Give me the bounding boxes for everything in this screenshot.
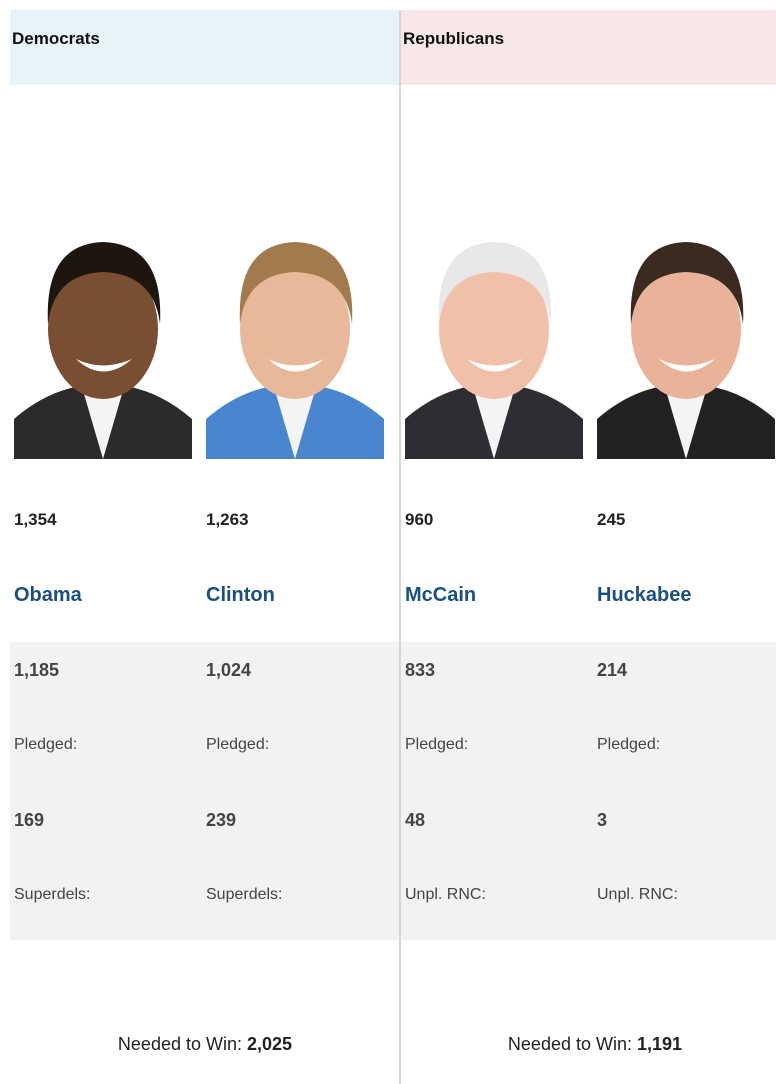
needed-to-win: Needed to Win: 2,025 — [10, 1034, 400, 1055]
pledged-label: Pledged: — [206, 736, 269, 754]
delegate-total: 960 — [405, 510, 433, 530]
other-value: 239 — [206, 810, 236, 831]
other-label: Unpl. RNC: — [405, 886, 486, 904]
pledged-label: Pledged: — [405, 736, 468, 754]
pledged-value: 214 — [597, 660, 627, 681]
party-header: Republicans — [401, 10, 776, 85]
candidate-photo — [14, 234, 192, 459]
candidate-name: McCain — [405, 584, 476, 607]
page: {"parties": [ {"name": "Democrats", "nee… — [0, 0, 776, 1084]
candidate-name: Clinton — [206, 584, 275, 607]
candidate-name: Obama — [14, 584, 82, 607]
delegate-total: 245 — [597, 510, 625, 530]
other-value: 3 — [597, 810, 607, 831]
pledged-label: Pledged: — [597, 736, 660, 754]
pledged-label: Pledged: — [14, 736, 77, 754]
candidate-name: Huckabee — [597, 584, 692, 607]
needed-label: Needed to Win: — [508, 1034, 632, 1054]
other-label: Superdels: — [206, 886, 283, 904]
needed-to-win: Needed to Win: 1,191 — [400, 1034, 776, 1055]
divider — [399, 10, 401, 1084]
other-label: Superdels: — [14, 886, 91, 904]
candidate-photo — [597, 234, 775, 459]
other-value: 169 — [14, 810, 44, 831]
other-label: Unpl. RNC: — [597, 886, 678, 904]
candidate-photo — [405, 234, 583, 459]
candidate-photo — [206, 234, 384, 459]
needed-value: 1,191 — [637, 1034, 682, 1054]
other-value: 48 — [405, 810, 425, 831]
needed-value: 2,025 — [247, 1034, 292, 1054]
pledged-value: 1,024 — [206, 660, 251, 681]
party-header: Democrats — [10, 10, 390, 85]
needed-label: Needed to Win: — [118, 1034, 242, 1054]
pledged-value: 1,185 — [14, 660, 59, 681]
pledged-value: 833 — [405, 660, 435, 681]
delegate-total: 1,263 — [206, 510, 249, 530]
delegate-total: 1,354 — [14, 510, 57, 530]
